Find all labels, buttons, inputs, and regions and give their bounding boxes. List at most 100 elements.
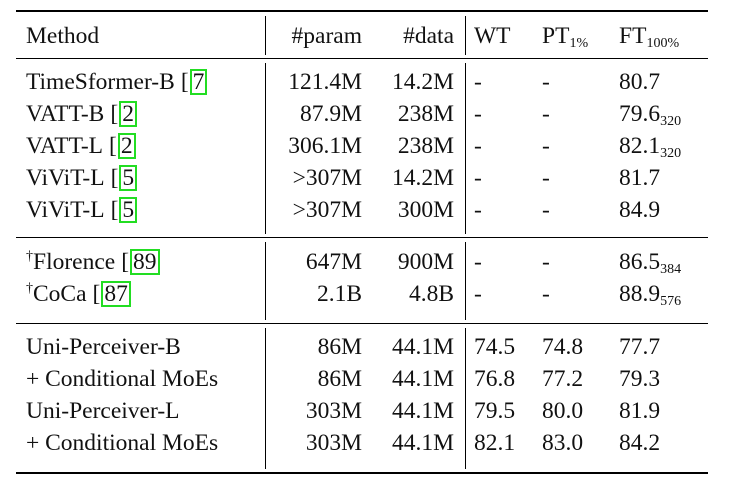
ft-cell: 81.7 [619, 164, 660, 192]
data-cell: 14.2M [392, 68, 454, 96]
method-name: Uni-Perceiver-L [26, 398, 180, 424]
top-rule [16, 10, 708, 12]
wt-value: 76.8 [474, 366, 516, 392]
wt-value: 79.5 [474, 398, 516, 424]
dagger-mark: † [26, 249, 33, 264]
bottom-rule [16, 472, 708, 474]
group-rule-1 [16, 237, 708, 238]
param-value: 303M [305, 398, 362, 424]
pt-value: - [542, 133, 550, 159]
header-ft-label: FT [619, 23, 647, 49]
method-name: CoCa [33, 281, 87, 307]
method-cell: Uni-Perceiver-L [26, 397, 180, 425]
citation-link[interactable]: 89 [130, 249, 160, 275]
method-cell: TimeSformer-B[7 [26, 68, 208, 96]
ft-value: 86.5 [619, 249, 661, 275]
pt-cell: - [542, 100, 550, 128]
param-value: 86M [317, 334, 362, 360]
ft-value: 81.7 [619, 165, 661, 191]
citation-link[interactable]: 5 [119, 165, 138, 191]
data-value: 44.1M [391, 334, 454, 360]
citation-open-bracket: [ [110, 197, 119, 223]
wt-value: - [474, 69, 482, 95]
pt-cell: 83.0 [542, 429, 583, 457]
data-cell: 44.1M [392, 365, 454, 393]
param-cell: 647M [306, 248, 362, 276]
data-cell: 900M [398, 248, 454, 276]
param-value: 306.1M [288, 133, 362, 159]
data-value: 44.1M [391, 366, 454, 392]
method-cell: VATT-B[2 [26, 100, 137, 128]
pt-cell: - [542, 68, 550, 96]
wt-cell: - [474, 248, 482, 276]
wt-cell: - [474, 164, 482, 192]
wt-value: - [474, 249, 482, 275]
ft-resolution: 320 [660, 146, 682, 161]
pt-value: 77.2 [542, 366, 584, 392]
wt-cell: - [474, 132, 482, 160]
ft-resolution: 320 [660, 114, 682, 129]
ft-value: 81.9 [619, 398, 661, 424]
param-cell: 121.4M [288, 68, 362, 96]
param-cell: >307M [293, 196, 362, 224]
wt-cell: - [474, 280, 482, 308]
data-value: 14.2M [391, 165, 454, 191]
citation-link[interactable]: 7 [189, 69, 208, 95]
pt-value: 80.0 [542, 398, 584, 424]
citation-open-bracket: [ [92, 281, 101, 307]
method-name: VATT-B [26, 101, 105, 127]
method-name: Uni-Perceiver-B [26, 334, 181, 360]
param-cell: 306.1M [288, 132, 362, 160]
pt-cell: 80.0 [542, 397, 583, 425]
ft-value: 79.3 [619, 366, 661, 392]
header-pt: PT1% [542, 22, 588, 51]
wt-value: - [474, 165, 482, 191]
ft-resolution: 576 [660, 294, 682, 309]
method-cell: †Florence[89 [26, 248, 160, 276]
pt-value: - [542, 165, 550, 191]
param-cell: 303M [306, 397, 362, 425]
pt-cell: - [542, 248, 550, 276]
ft-cell: 79.3 [619, 365, 660, 393]
param-value: >307M [292, 197, 362, 223]
param-value: 2.1B [316, 281, 362, 307]
pt-cell: - [542, 164, 550, 192]
param-value: 121.4M [288, 69, 362, 95]
header-method: Method [26, 23, 100, 49]
pt-cell: - [542, 280, 550, 308]
column-divider [265, 16, 266, 55]
method-name: TimeSformer-B [26, 69, 175, 95]
param-value: 86M [317, 366, 362, 392]
column-divider [265, 63, 266, 234]
data-cell: 44.1M [392, 397, 454, 425]
wt-value: 82.1 [474, 430, 516, 456]
citation-open-bracket: [ [110, 101, 119, 127]
citation-open-bracket: [ [110, 165, 119, 191]
group-rule-2 [16, 323, 708, 324]
param-cell: 86M [318, 365, 362, 393]
citation-link[interactable]: 2 [117, 133, 136, 159]
data-cell: 44.1M [392, 429, 454, 457]
citation-link[interactable]: 2 [119, 101, 137, 127]
wt-value: - [474, 101, 482, 127]
method-name: + Conditional MoEs [26, 430, 219, 456]
param-cell: 303M [306, 429, 362, 457]
citation-open-bracket: [ [121, 249, 130, 275]
param-value: 87.9M [299, 101, 362, 127]
data-value: 238M [397, 133, 454, 159]
citation-link[interactable]: 87 [101, 281, 131, 307]
citation-link[interactable]: 5 [119, 197, 138, 223]
data-cell: 4.8B [409, 280, 454, 308]
method-name: VATT-L [26, 133, 104, 159]
header-rule [16, 58, 708, 59]
method-cell: †CoCa[87 [26, 280, 131, 308]
citation-open-bracket: [ [180, 69, 189, 95]
wt-value: - [474, 133, 482, 159]
column-divider [465, 16, 466, 55]
method-name: Florence [33, 249, 116, 275]
param-cell: 86M [318, 333, 362, 361]
pt-cell: - [542, 132, 550, 160]
data-cell: 238M [398, 100, 454, 128]
param-cell: 87.9M [300, 100, 362, 128]
